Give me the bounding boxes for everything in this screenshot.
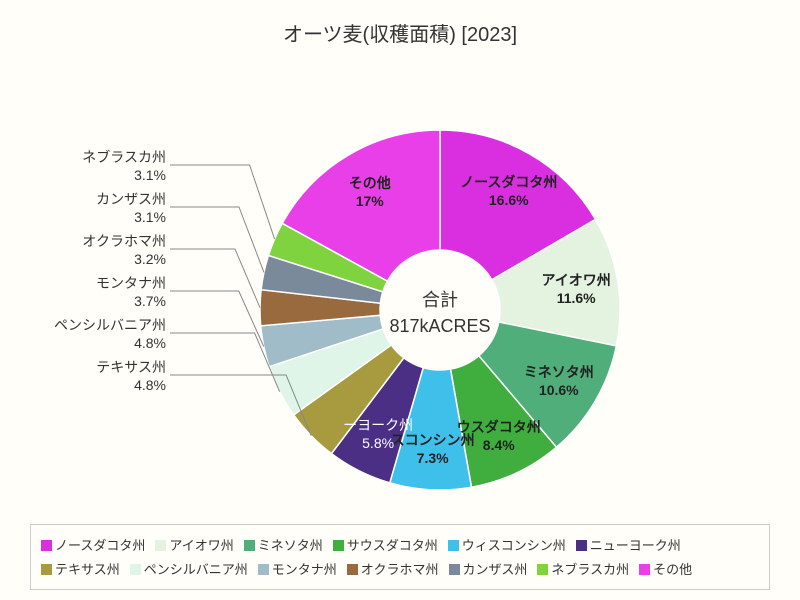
- external-slice-label: ネブラスカ州3.1%: [82, 147, 166, 183]
- legend-item: ニューヨーク州: [576, 533, 681, 557]
- chart-area: ノースダコタ州16.6%アイオワ州11.6%ミネソタ州10.6%ウスダコタ州8.…: [0, 60, 800, 520]
- legend-label: ネブラスカ州: [551, 562, 629, 577]
- legend-label: テキサス州: [55, 562, 120, 577]
- legend-label: ニューヨーク州: [590, 537, 681, 552]
- chart-container: オーツ麦(収穫面積) [2023] ノースダコタ州16.6% アイオワ州11.6%…: [0, 0, 800, 600]
- legend-swatch: [41, 540, 52, 551]
- legend-label: ミネソタ州: [258, 537, 323, 552]
- legend-item: モンタナ州: [258, 557, 337, 581]
- legend-label: サウスダコタ州: [347, 537, 438, 552]
- legend-swatch: [537, 564, 548, 575]
- legend-item: カンザス州: [449, 557, 528, 581]
- leader-line: [170, 291, 264, 347]
- slice-label: ミネソタ州10.6%: [509, 362, 609, 398]
- slice-label: ノースダコタ州16.6%: [459, 172, 559, 208]
- legend-label: その他: [653, 562, 692, 577]
- leader-line: [170, 207, 264, 272]
- slice-label: その他17%: [320, 173, 420, 209]
- legend-item: ペンシルバニア州: [130, 557, 248, 581]
- legend-swatch: [130, 564, 141, 575]
- legend-label: モンタナ州: [272, 562, 337, 577]
- external-slice-label: カンザス州3.1%: [96, 189, 166, 225]
- legend-item: ネブラスカ州: [537, 557, 629, 581]
- legend-swatch: [449, 564, 460, 575]
- legend-label: ペンシルバニア州: [144, 562, 248, 577]
- legend-item: オクラホマ州: [347, 557, 439, 581]
- slice-label: ーヨーク州5.8%: [328, 415, 428, 451]
- legend-item: サウスダコタ州: [333, 533, 438, 557]
- legend-swatch: [448, 540, 459, 551]
- legend: ノースダコタ州 アイオワ州 ミネソタ州 サウスダコタ州 ウィスコンシン州 ニューヨーク州テ…: [30, 524, 770, 591]
- legend-item: アイオワ州: [155, 533, 233, 557]
- legend-item: ミネソタ州: [244, 533, 323, 557]
- center-total-label: 合計 817kACRES: [380, 286, 500, 337]
- legend-swatch: [333, 540, 344, 551]
- legend-swatch: [155, 540, 166, 551]
- legend-swatch: [347, 564, 358, 575]
- legend-swatch: [576, 540, 587, 551]
- legend-swatch: [258, 564, 269, 575]
- legend-swatch: [41, 564, 52, 575]
- center-line2: 817kACRES: [380, 316, 500, 337]
- chart-title: オーツ麦(収穫面積) [2023]: [0, 18, 800, 47]
- slice-label: アイオワ州11.6%: [526, 270, 626, 306]
- legend-label: アイオワ州: [169, 537, 233, 552]
- external-slice-label: テキサス州4.8%: [96, 357, 166, 393]
- leader-line: [170, 249, 260, 308]
- legend-label: オクラホマ州: [361, 562, 439, 577]
- legend-item: テキサス州: [41, 557, 120, 581]
- legend-swatch: [639, 564, 650, 575]
- leader-line: [170, 165, 275, 239]
- legend-item: その他: [639, 557, 692, 581]
- legend-item: ウィスコンシン州: [448, 533, 566, 557]
- legend-label: ノースダコタ州: [55, 537, 145, 552]
- external-slice-label: オクラホマ州3.2%: [82, 231, 166, 267]
- legend-label: ウィスコンシン州: [462, 537, 566, 552]
- legend-label: カンザス州: [463, 562, 528, 577]
- center-line1: 合計: [380, 286, 500, 312]
- legend-item: ノースダコタ州: [41, 533, 145, 557]
- external-slice-label: ペンシルバニア州4.8%: [54, 315, 166, 351]
- external-slice-label: モンタナ州3.7%: [96, 273, 166, 309]
- legend-swatch: [244, 540, 255, 551]
